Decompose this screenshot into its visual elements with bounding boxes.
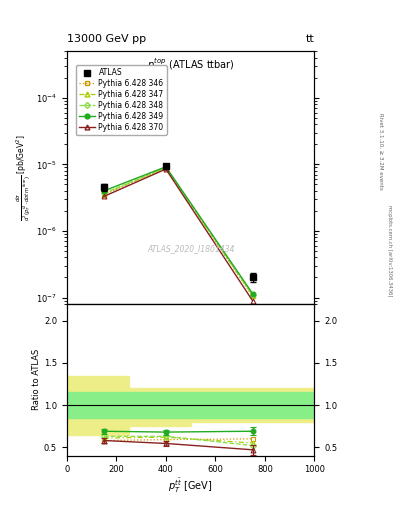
Y-axis label: $\frac{d\sigma}{d^2(p_T^{t2}\cdot\!dot\,m^{tbar})}$ [pb/GeV$^2$]: $\frac{d\sigma}{d^2(p_T^{t2}\cdot\!dot\,… [14,134,33,221]
Y-axis label: Ratio to ATLAS: Ratio to ATLAS [32,349,41,411]
Text: tt: tt [306,33,314,44]
Text: Rivet 3.1.10, ≥ 3.2M events: Rivet 3.1.10, ≥ 3.2M events [379,113,384,189]
Text: mcplots.cern.ch [arXiv:1306.3436]: mcplots.cern.ch [arXiv:1306.3436] [387,205,391,296]
Text: ATLAS_2020_I1801434: ATLAS_2020_I1801434 [147,244,234,253]
Legend: ATLAS, Pythia 6.428 346, Pythia 6.428 347, Pythia 6.428 348, Pythia 6.428 349, P: ATLAS, Pythia 6.428 346, Pythia 6.428 34… [75,65,167,135]
Text: 13000 GeV pp: 13000 GeV pp [67,33,146,44]
Text: $p_T^{top}$ (ATLAS ttbar): $p_T^{top}$ (ATLAS ttbar) [147,56,235,74]
X-axis label: $p_T^{t\bar{t}}$ [GeV]: $p_T^{t\bar{t}}$ [GeV] [168,477,213,496]
